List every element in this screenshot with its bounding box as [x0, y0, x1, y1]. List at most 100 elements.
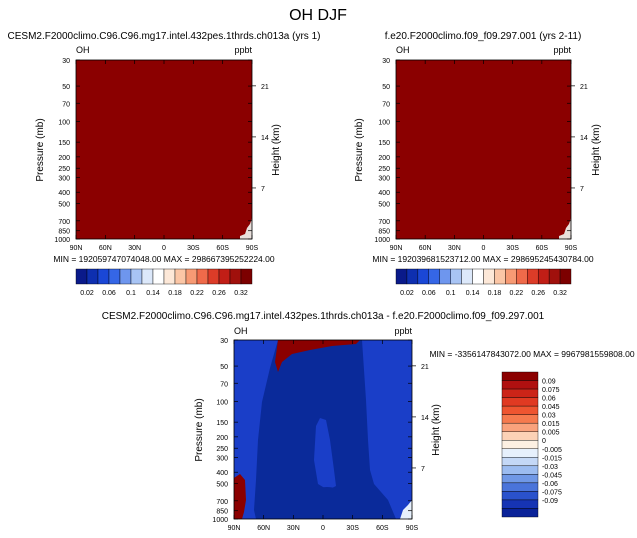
colorbar-box	[218, 268, 231, 285]
height-tick-label: 21	[261, 84, 269, 91]
latitude-tick-label: 60N	[99, 245, 112, 252]
latitude-tick-label: 0	[321, 525, 325, 532]
latitude-tick-label: 60N	[419, 245, 432, 252]
colorbar-box	[559, 268, 572, 285]
colorbar-label: 0.32	[553, 290, 567, 297]
height-tick-label: 7	[421, 466, 425, 473]
panel-1-surface-edge	[240, 218, 252, 239]
colorbar-label: 0.18	[488, 290, 502, 297]
colorbar-box	[501, 371, 539, 381]
panel-3-center-column	[314, 418, 336, 490]
panel-2: f.e20.F2000climo.f09_f09.297.001 (yrs 2-…	[354, 31, 602, 297]
colorbar-box	[537, 268, 550, 285]
pressure-tick-label: 200	[58, 155, 70, 162]
colorbar-box	[130, 268, 143, 285]
colorbar-box	[229, 268, 242, 285]
pressure-tick-label: 100	[216, 399, 228, 406]
colorbar-box	[501, 414, 539, 424]
panel-3-blue-region	[234, 340, 278, 519]
latitude-tick-label: 60S	[376, 525, 389, 532]
latitude-tick-label: 90S	[565, 245, 578, 252]
colorbar-box	[501, 465, 539, 475]
height-tick-label: 14	[580, 135, 588, 142]
panel-3-positive-top	[275, 340, 360, 372]
colorbar-box	[501, 474, 539, 484]
pressure-tick-label: 1000	[54, 237, 70, 244]
pressure-tick-label: 400	[216, 470, 228, 477]
colorbar-box	[501, 422, 539, 432]
pressure-tick-label: 70	[382, 101, 390, 108]
panel-2-variable: OH	[396, 45, 410, 55]
colorbar-label: 0.26	[531, 290, 545, 297]
panel-3-ylabel: Pressure (mb)	[194, 398, 205, 461]
height-tick-label: 14	[421, 415, 429, 422]
colorbar-label: 0.09	[542, 379, 556, 386]
colorbar-box	[428, 268, 440, 285]
latitude-tick-label: 30N	[448, 245, 461, 252]
pressure-tick-label: 300	[216, 456, 228, 463]
colorbar-box	[152, 268, 165, 285]
colorbar-box	[196, 268, 209, 285]
pressure-tick-label: 30	[62, 58, 70, 65]
colorbar-label: 0.06	[422, 290, 436, 297]
colorbar-box	[501, 448, 539, 458]
pressure-tick-label: 300	[58, 176, 70, 183]
pressure-tick-label: 70	[62, 101, 70, 108]
colorbar-label: 0.015	[542, 421, 560, 428]
latitude-tick-label: 90N	[228, 525, 241, 532]
colorbar-label: 0.02	[80, 290, 94, 297]
colorbar-label: -0.045	[542, 472, 562, 479]
latitude-tick-label: 60S	[216, 245, 229, 252]
height-tick-label: 7	[580, 186, 584, 193]
pressure-tick-label: 250	[58, 166, 70, 173]
colorbar-label: 0	[542, 438, 546, 445]
pressure-tick-label: 1000	[374, 237, 390, 244]
panel-2-units: ppbt	[553, 45, 571, 55]
pressure-tick-label: 30	[220, 338, 228, 345]
colorbar-box	[501, 457, 539, 467]
colorbar-box	[505, 268, 517, 285]
colorbar-box	[141, 268, 154, 285]
pressure-tick-label: 400	[58, 190, 70, 197]
latitude-tick-label: 90N	[390, 245, 403, 252]
panel-3-latitude-ticks: 90N 60N 30N 0 30S 60S 90S	[228, 340, 419, 532]
panel-1-variable: OH	[76, 45, 90, 55]
colorbar-box	[501, 397, 539, 407]
panel-1: CESM2.F2000climo.C96.C96.mg17.intel.432p…	[8, 31, 321, 297]
panel-3-colorbar: 0.090.0750.060.0450.030.0150.0050-0.005-…	[501, 371, 562, 518]
latitude-tick-label: 30S	[506, 245, 519, 252]
colorbar-label: 0.06	[102, 290, 116, 297]
pressure-tick-label: 250	[378, 166, 390, 173]
colorbar-box	[501, 405, 539, 415]
latitude-tick-label: 30S	[187, 245, 200, 252]
colorbar-box	[86, 268, 99, 285]
colorbar-label: 0.22	[510, 290, 524, 297]
colorbar-box	[516, 268, 528, 285]
colorbar-box	[174, 268, 187, 285]
panel-1-stats: MIN = 192059747074048.00 MAX = 298667395…	[53, 254, 274, 264]
colorbar-box	[450, 268, 462, 285]
pressure-tick-label: 100	[58, 119, 70, 126]
latitude-tick-label: 0	[482, 245, 486, 252]
panel-1-latitude-ticks: 90N 60N 30N 0 30S 60S 90S	[70, 60, 259, 252]
panel-1-field	[76, 60, 252, 239]
latitude-tick-label: 30N	[128, 245, 141, 252]
panel-2-ylabel: Pressure (mb)	[354, 118, 365, 181]
colorbar-box	[501, 491, 539, 501]
colorbar-label: 0.03	[542, 413, 556, 420]
panel-2-y2label: Height (km)	[591, 124, 602, 176]
panel-2-title: f.e20.F2000climo.f09_f09.297.001 (yrs 2-…	[385, 31, 582, 42]
panel-1-units: ppbt	[234, 45, 252, 55]
colorbar-label: 0.1	[446, 290, 456, 297]
panel-2-stats: MIN = 192039681523712.00 MAX = 298695245…	[372, 254, 593, 264]
latitude-tick-label: 30S	[346, 525, 359, 532]
latitude-tick-label: 60N	[257, 525, 270, 532]
colorbar-box	[108, 268, 121, 285]
pressure-tick-label: 700	[378, 219, 390, 226]
panel-2-height-ticks: 21 14 7	[571, 84, 588, 193]
panel-3-y2label: Height (km)	[431, 404, 442, 456]
colorbar-label: 0.14	[466, 290, 480, 297]
colorbar-box	[501, 508, 539, 518]
pressure-tick-label: 200	[378, 155, 390, 162]
